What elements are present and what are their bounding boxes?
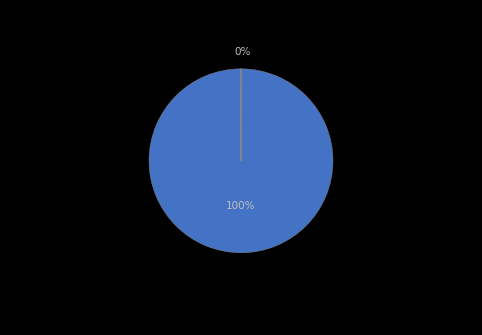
Text: 0%: 0% xyxy=(234,47,250,57)
Text: 100%: 100% xyxy=(226,201,256,211)
Wedge shape xyxy=(149,69,333,253)
